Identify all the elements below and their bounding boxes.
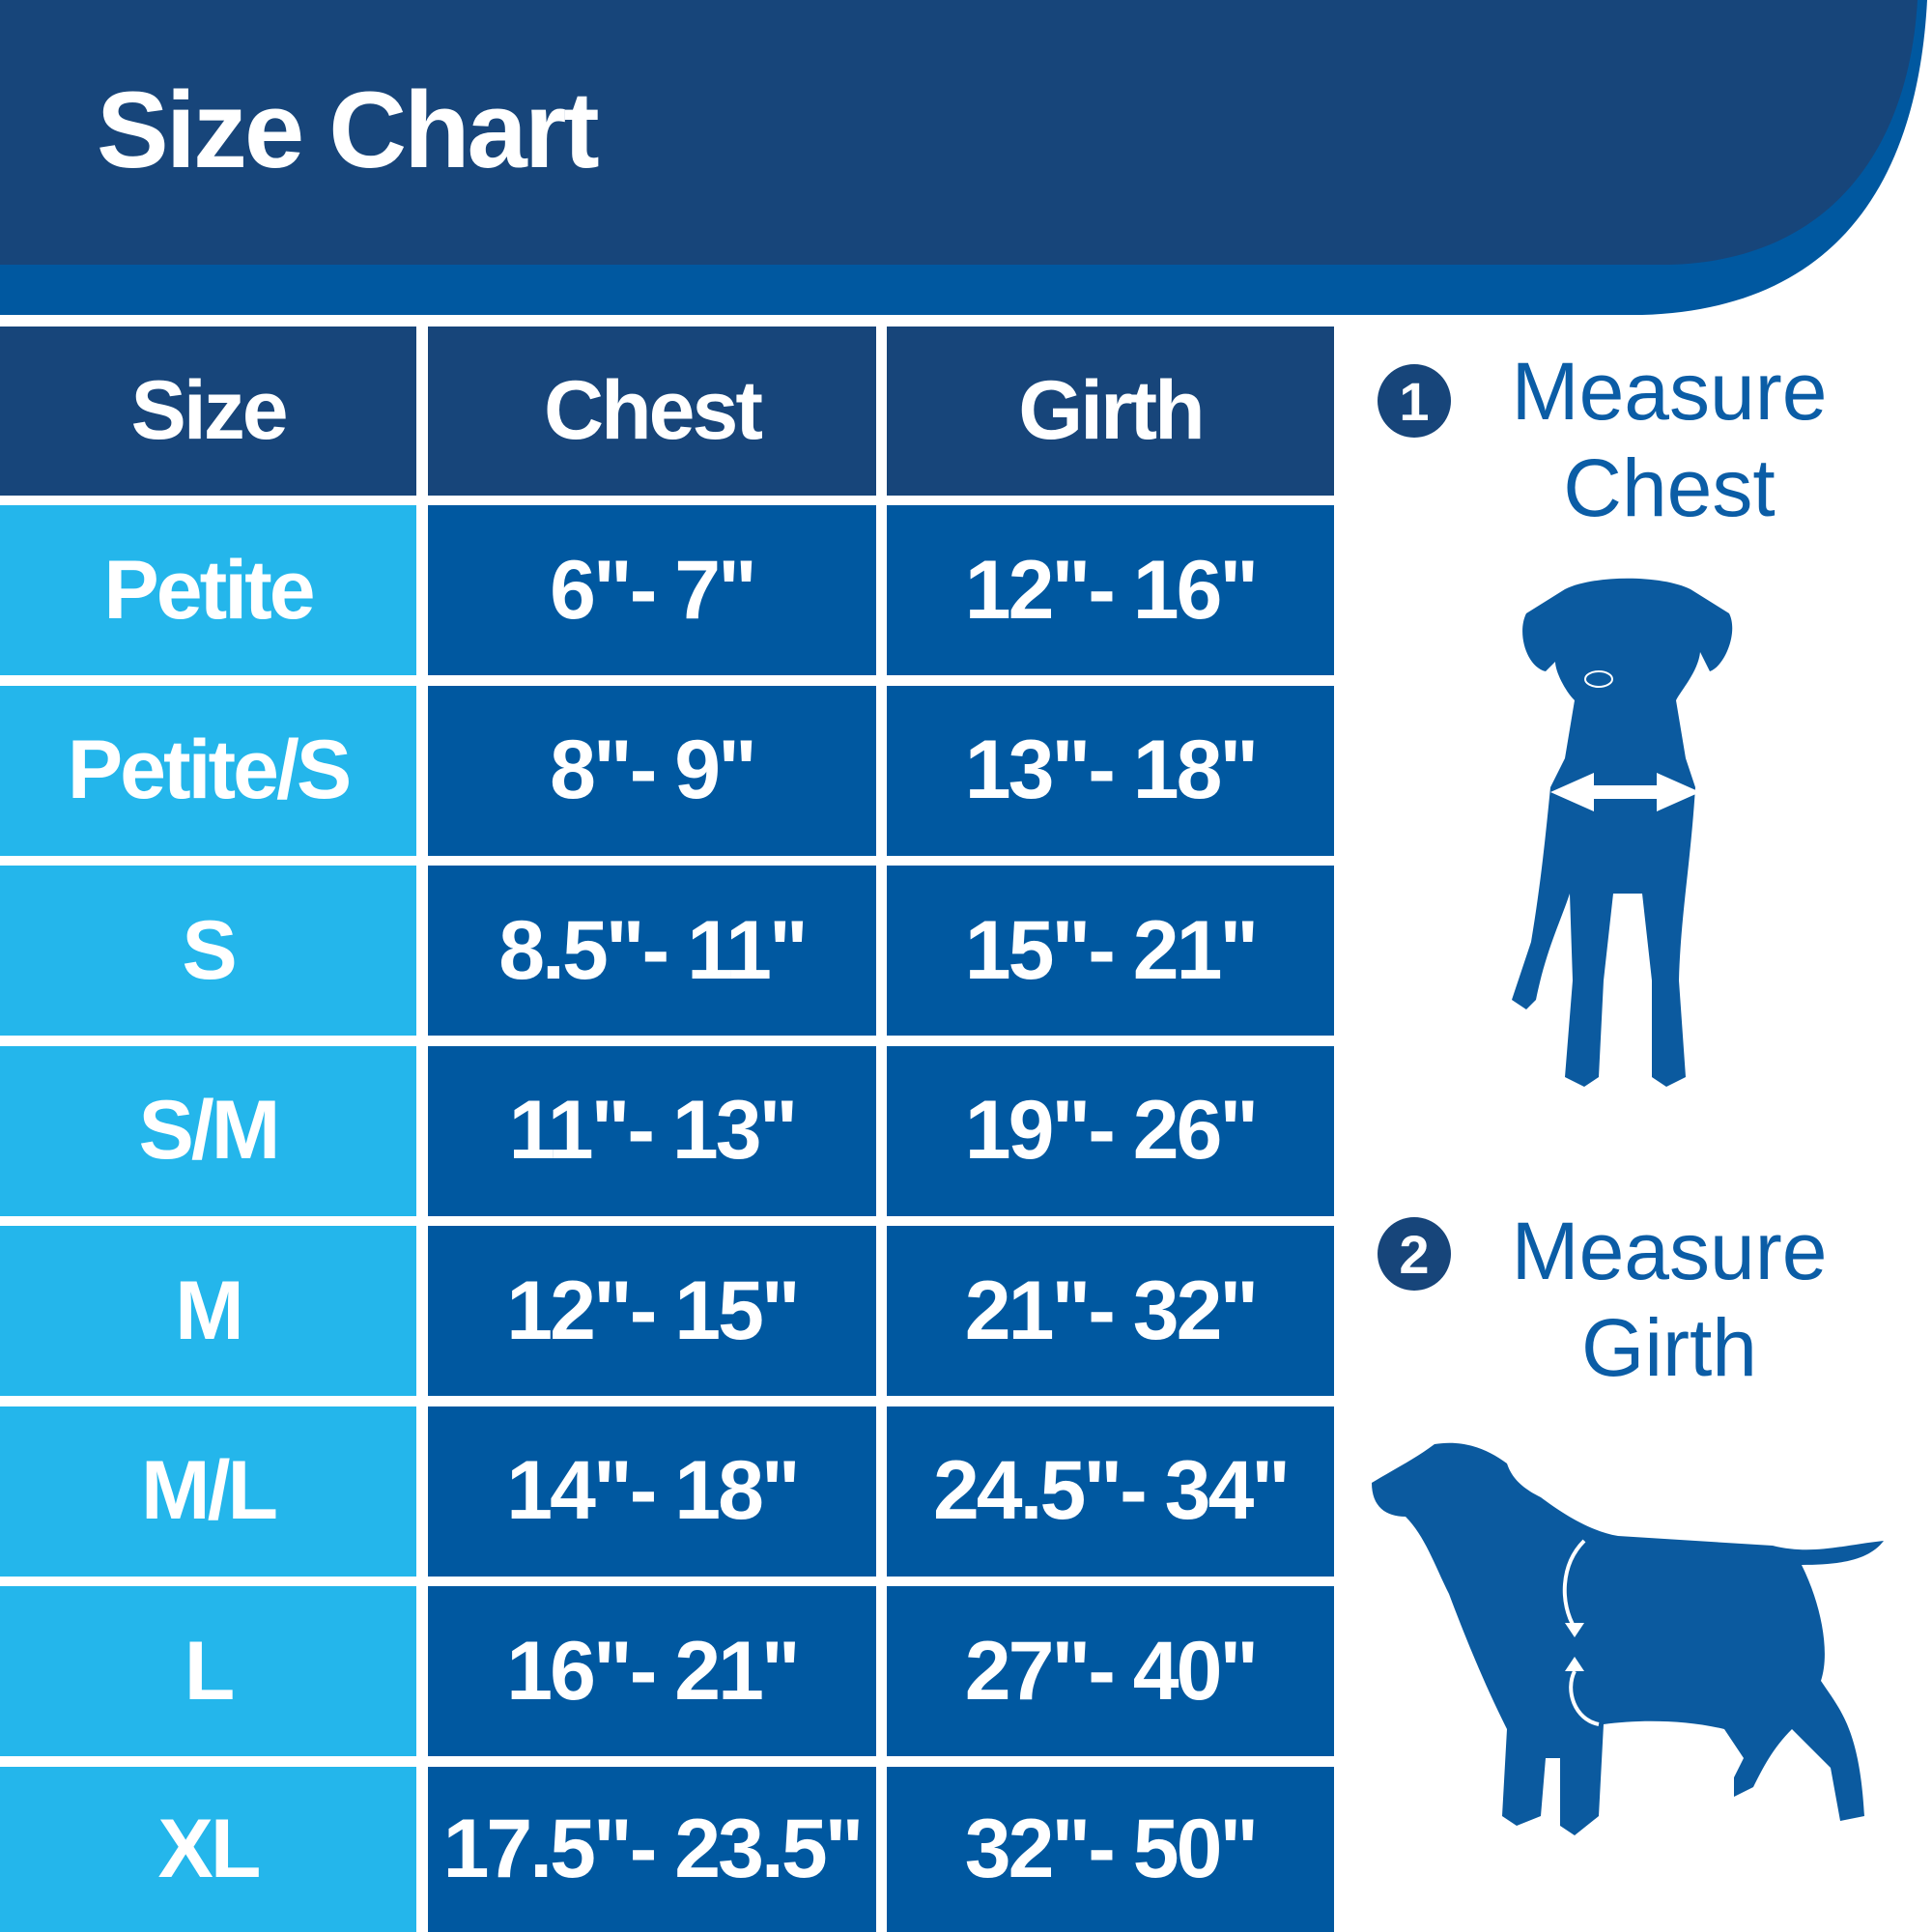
header-banner bbox=[0, 0, 1927, 315]
column-header-size: Size bbox=[0, 327, 416, 496]
table-cell-girth: 13"- 18" bbox=[887, 685, 1334, 856]
dog-front-chest-arrow-icon bbox=[1512, 578, 1733, 1087]
table-cell-girth: 32"- 50" bbox=[887, 1766, 1334, 1932]
table-cell-girth: 19"- 26" bbox=[887, 1045, 1334, 1216]
table-cell-girth: 27"- 40" bbox=[887, 1586, 1334, 1756]
column-header-chest: Chest bbox=[428, 327, 876, 496]
table-cell-size: L bbox=[0, 1586, 416, 1756]
page-title: Size Chart bbox=[97, 70, 600, 190]
dog-side-girth-arrow-icon bbox=[1372, 1442, 1884, 1835]
table-cell-size: Petite/S bbox=[0, 685, 416, 856]
table-cell-chest: 17.5"- 23.5" bbox=[428, 1766, 876, 1932]
table-cell-chest: 8"- 9" bbox=[428, 685, 876, 856]
step-2-number-badge: 2 bbox=[1378, 1217, 1451, 1291]
table-cell-girth: 12"- 16" bbox=[887, 505, 1334, 675]
table-cell-chest: 8.5"- 11" bbox=[428, 866, 876, 1036]
table-cell-girth: 15"- 21" bbox=[887, 866, 1334, 1036]
table-cell-chest: 16"- 21" bbox=[428, 1586, 876, 1756]
step-2-label: Measure Girth bbox=[1457, 1203, 1882, 1396]
table-cell-size: M bbox=[0, 1226, 416, 1396]
table-cell-size: XL bbox=[0, 1766, 416, 1932]
step-1-line1: Measure bbox=[1511, 346, 1828, 437]
step-1-label: Measure Chest bbox=[1457, 343, 1882, 536]
table-cell-size: M/L bbox=[0, 1406, 416, 1577]
table-cell-girth: 24.5"- 34" bbox=[887, 1406, 1334, 1577]
step-1-line2: Chest bbox=[1563, 442, 1776, 533]
table-cell-size: Petite bbox=[0, 505, 416, 675]
step-2-line1: Measure bbox=[1511, 1206, 1828, 1296]
table-cell-chest: 12"- 15" bbox=[428, 1226, 876, 1396]
column-header-girth: Girth bbox=[887, 327, 1334, 496]
step-2-line2: Girth bbox=[1580, 1302, 1758, 1393]
table-cell-size: S/M bbox=[0, 1045, 416, 1216]
step-1-number-badge: 1 bbox=[1378, 364, 1451, 438]
table-cell-girth: 21"- 32" bbox=[887, 1226, 1334, 1396]
table-cell-size: S bbox=[0, 866, 416, 1036]
table-cell-chest: 6"- 7" bbox=[428, 505, 876, 675]
table-cell-chest: 14"- 18" bbox=[428, 1406, 876, 1577]
table-cell-chest: 11"- 13" bbox=[428, 1045, 876, 1216]
